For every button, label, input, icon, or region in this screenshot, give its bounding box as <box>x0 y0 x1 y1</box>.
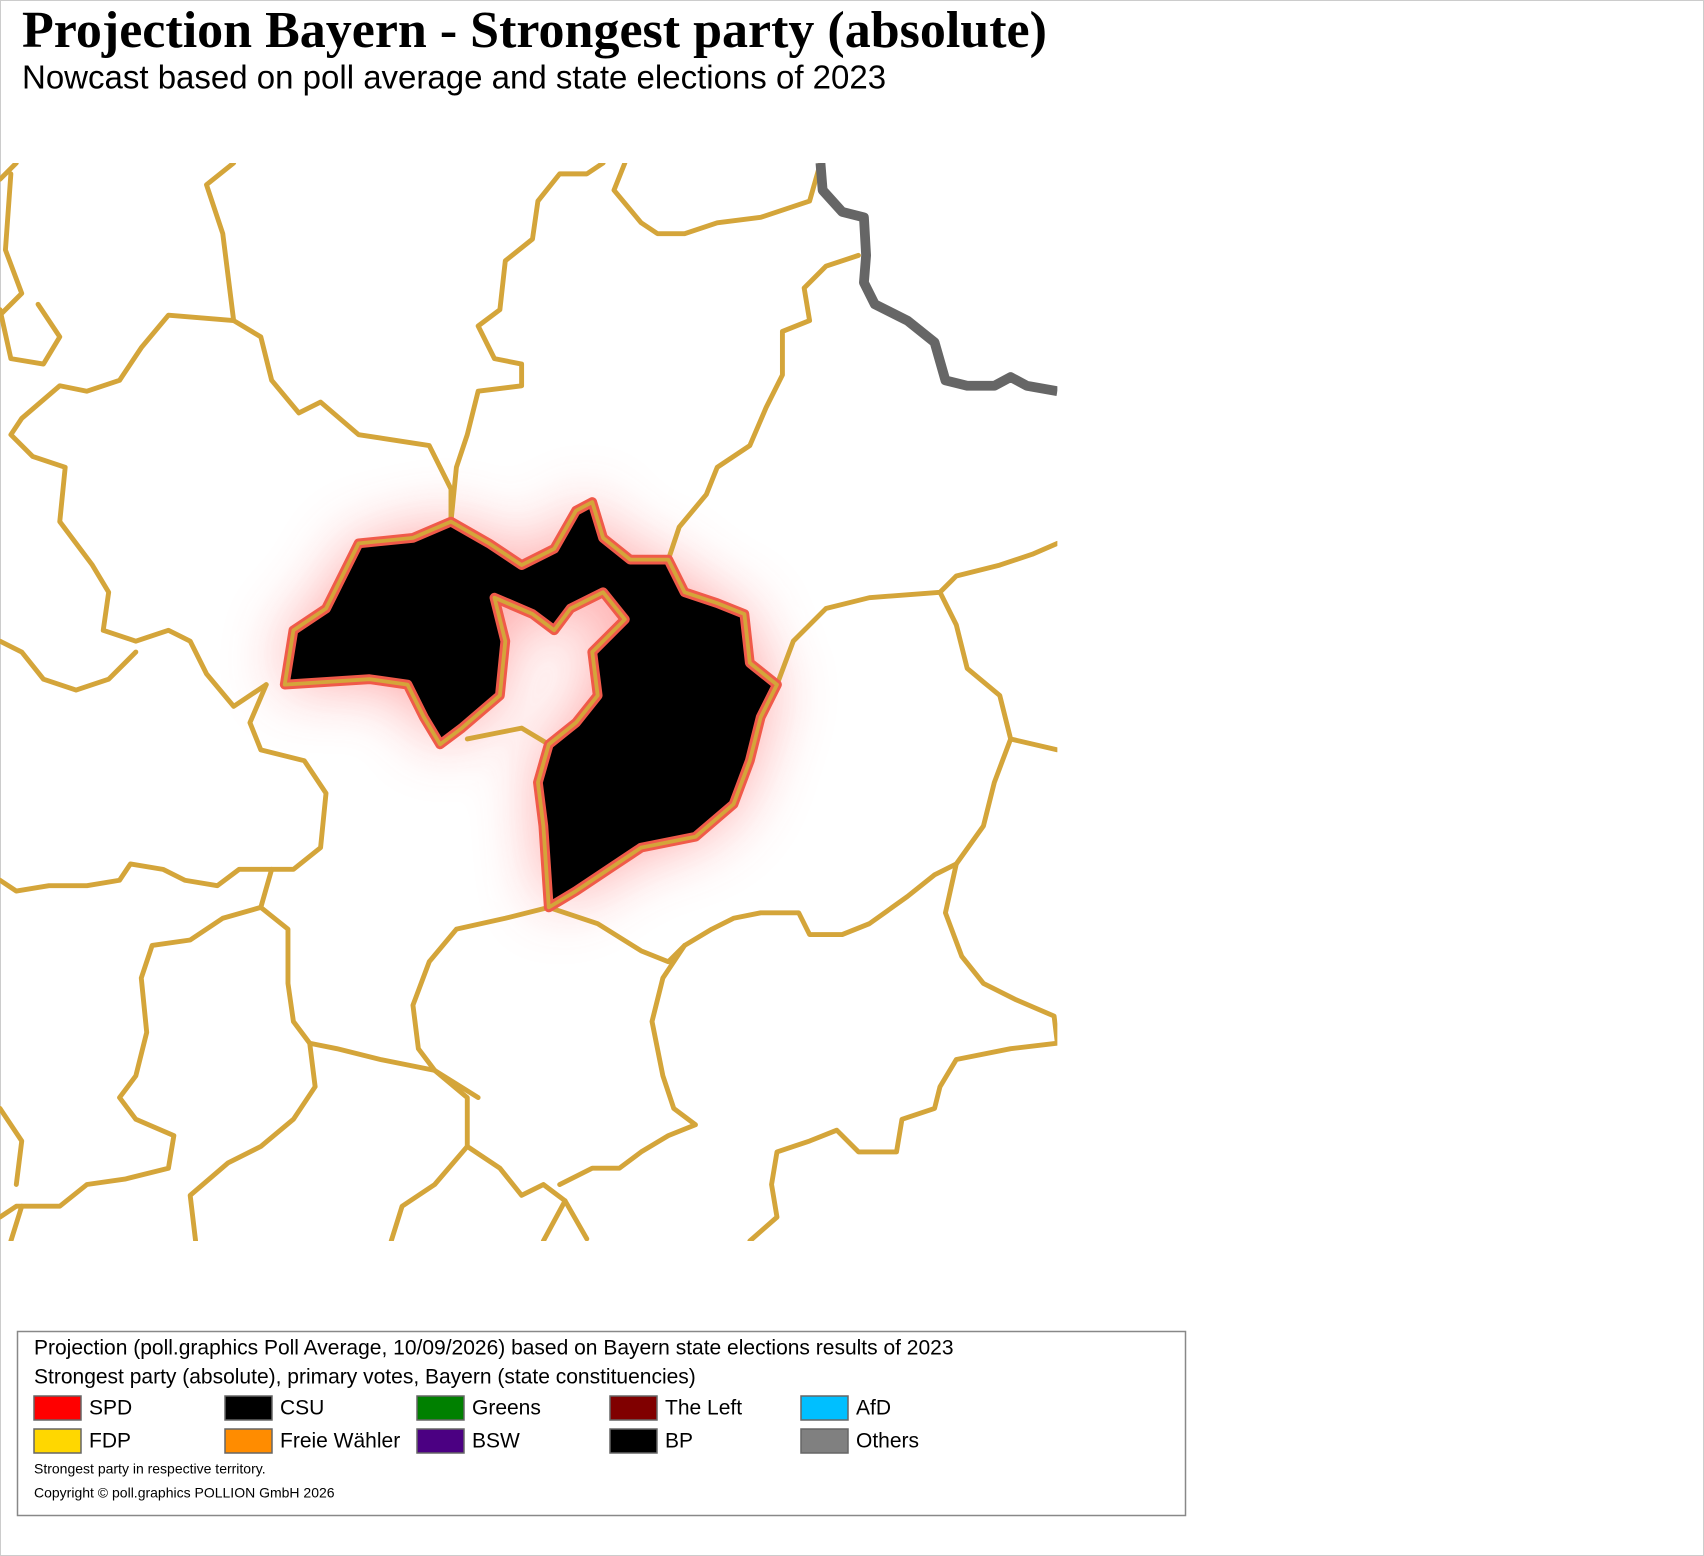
legend-box <box>16 1330 1187 1517</box>
legend-header: Projection (poll.graphics Poll Average, … <box>34 1337 954 1360</box>
map <box>0 163 1058 1242</box>
legend-header: Strongest party (absolute), primary vote… <box>34 1366 696 1389</box>
legend-label: Freie Wähler <box>280 1430 400 1453</box>
state-border <box>815 163 1058 397</box>
legend-label: AfD <box>856 1397 891 1420</box>
legend-label: BSW <box>472 1430 520 1453</box>
legend-swatch <box>33 1395 82 1421</box>
legend-note: Strongest party in respective territory. <box>34 1461 266 1477</box>
legend-label: SPD <box>89 1397 132 1420</box>
legend-swatch <box>609 1395 658 1421</box>
constituency-borders <box>0 163 1058 1242</box>
legend-swatch <box>800 1428 849 1454</box>
legend-note: Copyright © poll.graphics POLLION GmbH 2… <box>34 1485 335 1501</box>
legend-swatch <box>416 1395 465 1421</box>
legend-swatch <box>609 1428 658 1454</box>
legend-label: Greens <box>472 1397 541 1420</box>
legend-swatch <box>416 1428 465 1454</box>
legend-label: Others <box>856 1430 919 1453</box>
subtitle: Nowcast based on poll average and state … <box>22 59 886 96</box>
legend-label: The Left <box>665 1397 742 1420</box>
legend-swatch <box>224 1395 273 1421</box>
legend-label: CSU <box>280 1397 324 1420</box>
highlighted-region-border <box>282 500 779 910</box>
legend-label: FDP <box>89 1430 131 1453</box>
legend-label: BP <box>665 1430 693 1453</box>
legend: Projection (poll.graphics Poll Average, … <box>33 1337 954 1501</box>
title: Projection Bayern - Strongest party (abs… <box>22 2 1047 59</box>
legend-swatch <box>800 1395 849 1421</box>
legend-swatch <box>33 1428 82 1454</box>
legend-swatch <box>224 1428 273 1454</box>
